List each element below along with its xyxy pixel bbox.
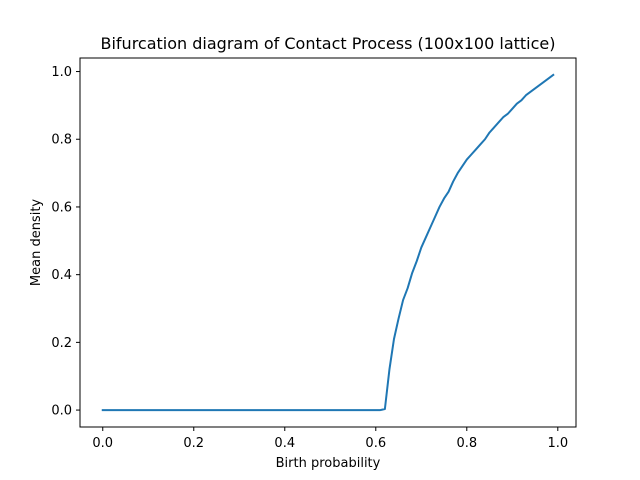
y-tick-label: 0.8: [51, 133, 72, 148]
x-tick-label: 0.8: [456, 436, 477, 451]
chart-title: Bifurcation diagram of Contact Process (…: [101, 34, 556, 53]
x-axis: 0.0 0.2 0.4 0.6 0.8 1.0: [92, 427, 568, 451]
y-tick-label: 0.0: [51, 404, 72, 419]
y-axis: 0.0 0.2 0.4 0.6 0.8 1.0: [51, 65, 80, 419]
y-tick-label: 1.0: [51, 65, 72, 80]
plot-frame: [79, 57, 577, 428]
y-tick-label: 0.6: [51, 200, 72, 215]
x-tick-label: 0.0: [92, 436, 113, 451]
x-tick-label: 0.4: [274, 436, 295, 451]
y-tick-label: 0.4: [51, 268, 72, 283]
x-tick-label: 0.2: [183, 436, 204, 451]
y-axis-label: Mean density: [29, 199, 44, 287]
x-tick-label: 1.0: [547, 436, 568, 451]
plot-area: [101, 73, 555, 412]
x-axis-label: Birth probability: [276, 456, 381, 471]
x-tick-label: 0.6: [365, 436, 386, 451]
series-line: [101, 73, 555, 412]
y-tick-label: 0.2: [51, 336, 72, 351]
